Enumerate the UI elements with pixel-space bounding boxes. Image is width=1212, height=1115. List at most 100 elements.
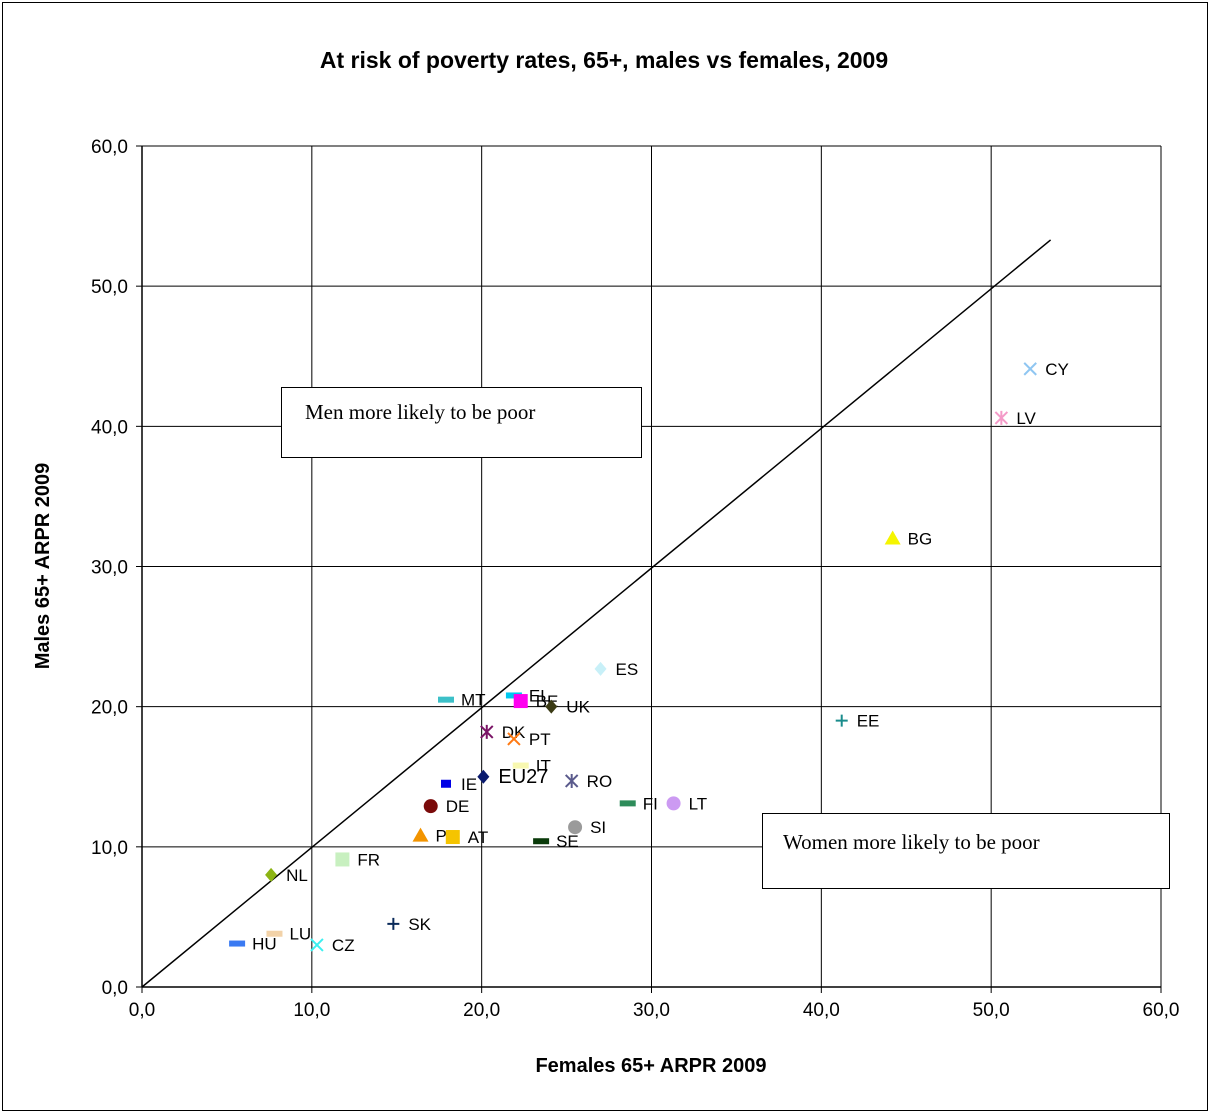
annotation-men-text: Men more likely to be poor <box>305 400 536 424</box>
equality-reference-line <box>141 239 1052 988</box>
point-bg-label: BG <box>908 529 933 548</box>
y-tick-label: 20,0 <box>91 698 128 719</box>
point-se: SE <box>533 832 579 851</box>
x-tick-label: 20,0 <box>463 1000 500 1021</box>
x-tick-label: 30,0 <box>633 1000 670 1021</box>
point-ro-marker <box>564 773 579 788</box>
point-el-label: EL <box>529 686 550 705</box>
point-eu27-marker <box>477 769 490 784</box>
point-pl-marker <box>412 827 429 842</box>
point-cy-label: CY <box>1045 360 1069 379</box>
point-ro-label: RO <box>587 772 613 791</box>
point-bg-marker <box>884 530 901 545</box>
point-uk-marker <box>545 699 558 714</box>
point-de-label: DE <box>446 797 470 816</box>
x-tick-label: 10,0 <box>293 1000 330 1021</box>
point-es-marker <box>594 661 607 676</box>
point-ee: EE <box>835 712 880 731</box>
point-hu: HU <box>229 935 277 954</box>
point-nl-label: NL <box>286 866 308 885</box>
y-tick-label: 50,0 <box>91 277 128 298</box>
point-lu: LU <box>266 925 311 944</box>
point-es-label: ES <box>616 660 639 679</box>
point-si-label: SI <box>590 818 606 837</box>
x-tick-label: 60,0 <box>1143 1000 1180 1021</box>
point-nl: NL <box>265 866 308 885</box>
point-lu-label: LU <box>289 925 311 944</box>
point-at: AT <box>445 828 488 847</box>
point-mt-marker <box>438 696 455 703</box>
point-cz-marker <box>310 938 324 952</box>
point-bg: BG <box>884 529 933 548</box>
point-dk-marker <box>480 724 494 739</box>
point-fi: FI <box>619 794 658 813</box>
point-fr-marker <box>335 852 350 867</box>
point-dk: DK <box>480 723 526 742</box>
y-tick-labels: 0,0 10,0 20,0 30,0 40,0 50,0 60,0 <box>91 137 128 999</box>
point-sk-label: SK <box>408 915 431 934</box>
y-tick-label: 0,0 <box>102 978 128 999</box>
point-ie: IE <box>441 775 477 794</box>
point-it: IT <box>512 757 551 776</box>
point-lv-marker <box>994 410 1009 425</box>
point-se-label: SE <box>556 832 579 851</box>
annotation-women-text: Women more likely to be poor <box>783 830 1040 854</box>
point-pt-label: PT <box>529 730 551 749</box>
point-fi-marker <box>619 800 636 807</box>
y-tick-label: 10,0 <box>91 838 128 859</box>
point-uk: UK <box>545 698 591 717</box>
point-at-marker <box>445 830 460 845</box>
y-tick-label: 30,0 <box>91 558 128 579</box>
point-hu-label: HU <box>252 935 277 954</box>
x-tick-label: 0,0 <box>129 1000 155 1021</box>
point-it-label: IT <box>536 757 551 776</box>
point-cy-marker <box>1023 362 1037 376</box>
point-lu-marker <box>266 930 283 937</box>
point-uk-label: UK <box>566 698 590 717</box>
point-ee-label: EE <box>857 712 880 731</box>
annotation-women: Women more likely to be poor <box>762 813 1170 889</box>
x-tick-label: 40,0 <box>803 1000 840 1021</box>
point-de-marker <box>423 799 438 814</box>
point-se-marker <box>533 838 550 845</box>
point-eu27-label: EU27 <box>498 766 548 788</box>
x-tick-label: 50,0 <box>973 1000 1010 1021</box>
point-be-marker <box>513 694 528 709</box>
point-cz-label: CZ <box>332 936 355 955</box>
point-it-marker <box>512 762 529 769</box>
point-lv-label: LV <box>1016 409 1036 428</box>
point-ie-marker <box>441 779 452 788</box>
point-eu27: EU27 <box>477 766 548 788</box>
point-lt: LT <box>666 794 708 813</box>
point-ee-marker <box>835 714 848 727</box>
point-lt-marker <box>666 796 681 811</box>
point-mt: MT <box>438 691 486 710</box>
point-lt-label: LT <box>689 794 708 813</box>
point-cy: CY <box>1023 360 1069 379</box>
point-de: DE <box>423 797 470 816</box>
point-sk: SK <box>387 915 432 934</box>
x-axis-title: Females 65+ ARPR 2009 <box>535 1055 766 1077</box>
point-dk-label: DK <box>502 723 526 742</box>
point-hu-marker <box>229 940 246 947</box>
point-ie-label: IE <box>461 775 477 794</box>
point-cz: CZ <box>310 936 355 955</box>
x-tick-labels: 0,0 10,0 20,0 30,0 40,0 50,0 60,0 <box>129 1000 1180 1021</box>
point-mt-label: MT <box>461 691 486 710</box>
y-axis-title: Males 65+ ARPR 2009 <box>32 463 54 670</box>
point-ro: RO <box>564 772 613 791</box>
point-pt-marker <box>507 732 521 746</box>
point-at-label: AT <box>468 828 488 847</box>
chart-title: At risk of poverty rates, 65+, males vs … <box>320 47 888 73</box>
point-es: ES <box>594 660 639 679</box>
point-fr: FR <box>335 850 380 869</box>
point-si: SI <box>568 818 606 837</box>
point-si-marker <box>568 820 583 835</box>
y-tick-label: 60,0 <box>91 137 128 158</box>
point-lv: LV <box>994 409 1037 428</box>
axes <box>136 145 1162 993</box>
y-tick-label: 40,0 <box>91 417 128 438</box>
